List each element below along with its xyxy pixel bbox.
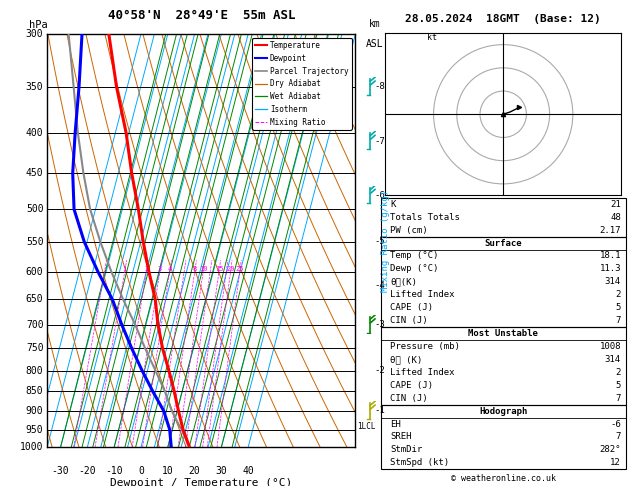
- Text: CAPE (J): CAPE (J): [391, 303, 433, 312]
- Text: 3: 3: [158, 266, 162, 272]
- Text: 1LCL: 1LCL: [357, 422, 375, 431]
- Text: 850: 850: [26, 386, 43, 397]
- Text: PW (cm): PW (cm): [391, 226, 428, 235]
- Text: 950: 950: [26, 424, 43, 434]
- Text: 21: 21: [610, 200, 621, 209]
- Text: 18.1: 18.1: [599, 251, 621, 260]
- Text: Surface: Surface: [484, 239, 522, 247]
- Text: 600: 600: [26, 267, 43, 277]
- Text: CIN (J): CIN (J): [391, 316, 428, 325]
- Text: CIN (J): CIN (J): [391, 394, 428, 403]
- Text: 10: 10: [199, 266, 208, 272]
- Text: Mixing Ratio (g/kg): Mixing Ratio (g/kg): [381, 190, 390, 292]
- Text: 15: 15: [214, 266, 223, 272]
- Text: Dewp (°C): Dewp (°C): [391, 264, 439, 274]
- Text: ASL: ASL: [365, 39, 383, 49]
- Text: EH: EH: [391, 419, 401, 429]
- Text: Temp (°C): Temp (°C): [391, 251, 439, 260]
- Text: 2: 2: [144, 266, 148, 272]
- Text: Lifted Index: Lifted Index: [391, 368, 455, 377]
- Text: Dewpoint / Temperature (°C): Dewpoint / Temperature (°C): [110, 478, 292, 486]
- Text: 400: 400: [26, 128, 43, 138]
- Text: 350: 350: [26, 82, 43, 92]
- Text: -6: -6: [610, 419, 621, 429]
- Text: 2: 2: [616, 368, 621, 377]
- Bar: [381, 405, 626, 469]
- Text: 2.17: 2.17: [599, 226, 621, 235]
- Text: 12: 12: [610, 458, 621, 468]
- Text: 5: 5: [616, 303, 621, 312]
- Legend: Temperature, Dewpoint, Parcel Trajectory, Dry Adiabat, Wet Adiabat, Isotherm, Mi: Temperature, Dewpoint, Parcel Trajectory…: [252, 38, 352, 130]
- Text: 7: 7: [616, 316, 621, 325]
- Text: Pressure (mb): Pressure (mb): [391, 342, 460, 351]
- Text: 20: 20: [189, 466, 201, 476]
- Text: 314: 314: [605, 355, 621, 364]
- Text: 4: 4: [167, 266, 172, 272]
- Text: 550: 550: [26, 237, 43, 247]
- Text: 8: 8: [192, 266, 197, 272]
- Text: -20: -20: [79, 466, 96, 476]
- Text: CAPE (J): CAPE (J): [391, 381, 433, 390]
- Text: -5: -5: [374, 238, 385, 246]
- Text: -10: -10: [106, 466, 123, 476]
- Text: 300: 300: [26, 29, 43, 39]
- Text: θᴇ(K): θᴇ(K): [391, 278, 417, 286]
- Text: 282°: 282°: [599, 446, 621, 454]
- Text: 750: 750: [26, 344, 43, 353]
- Text: 1008: 1008: [599, 342, 621, 351]
- Text: 900: 900: [26, 406, 43, 416]
- Text: StmDir: StmDir: [391, 446, 423, 454]
- Text: 48: 48: [610, 213, 621, 222]
- Text: 1000: 1000: [20, 442, 43, 452]
- Text: © weatheronline.co.uk: © weatheronline.co.uk: [451, 474, 555, 483]
- Text: 1: 1: [123, 266, 127, 272]
- Text: 20: 20: [226, 266, 235, 272]
- Text: -30: -30: [52, 466, 69, 476]
- Text: -7: -7: [374, 137, 385, 146]
- Text: 10: 10: [162, 466, 174, 476]
- Bar: [381, 237, 626, 327]
- Text: km: km: [369, 19, 380, 29]
- Text: 650: 650: [26, 295, 43, 304]
- Text: StmSpd (kt): StmSpd (kt): [391, 458, 450, 468]
- Text: 30: 30: [216, 466, 227, 476]
- Text: SREH: SREH: [391, 433, 412, 441]
- Text: 40: 40: [242, 466, 254, 476]
- Text: 314: 314: [605, 278, 621, 286]
- Bar: [381, 327, 626, 405]
- Text: 28.05.2024  18GMT  (Base: 12): 28.05.2024 18GMT (Base: 12): [405, 15, 601, 24]
- Text: -4: -4: [374, 281, 385, 290]
- Bar: [381, 198, 626, 237]
- Text: K: K: [391, 200, 396, 209]
- Text: -8: -8: [374, 83, 385, 91]
- Text: -2: -2: [374, 366, 385, 375]
- Text: θᴇ (K): θᴇ (K): [391, 355, 423, 364]
- Text: Hodograph: Hodograph: [479, 407, 527, 416]
- Text: -1: -1: [374, 406, 385, 416]
- Text: Most Unstable: Most Unstable: [468, 329, 538, 338]
- Text: 800: 800: [26, 365, 43, 376]
- Text: 7: 7: [616, 433, 621, 441]
- Text: Lifted Index: Lifted Index: [391, 290, 455, 299]
- Text: 2: 2: [616, 290, 621, 299]
- Text: 11.3: 11.3: [599, 264, 621, 274]
- Text: 500: 500: [26, 204, 43, 214]
- Text: 450: 450: [26, 168, 43, 178]
- Text: hPa: hPa: [29, 20, 47, 30]
- Text: 7: 7: [616, 394, 621, 403]
- Text: 40°58'N  28°49'E  55m ASL: 40°58'N 28°49'E 55m ASL: [108, 9, 295, 22]
- Text: 25: 25: [235, 266, 244, 272]
- Text: -6: -6: [374, 191, 385, 200]
- Text: 700: 700: [26, 320, 43, 330]
- Text: 5: 5: [616, 381, 621, 390]
- Text: Totals Totals: Totals Totals: [391, 213, 460, 222]
- Text: 0: 0: [138, 466, 144, 476]
- Text: -3: -3: [374, 320, 385, 329]
